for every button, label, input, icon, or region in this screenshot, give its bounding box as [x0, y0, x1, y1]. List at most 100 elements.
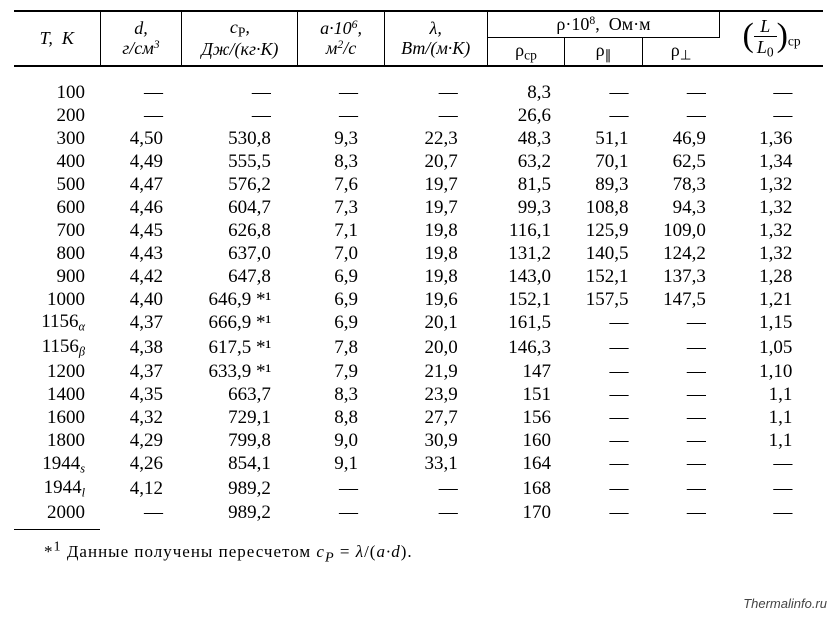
cell-L: —: [720, 501, 823, 524]
col-rho-par-header: ρ∥: [565, 37, 642, 65]
cell-d: 4,12: [100, 477, 182, 502]
cell-r2: 89,3: [565, 173, 642, 196]
cell-L: 1,1: [720, 406, 823, 429]
cell-d: 4,29: [100, 429, 182, 452]
cell-cp: —: [182, 82, 298, 105]
cell-r3: —: [642, 336, 719, 361]
cell-L: —: [720, 477, 823, 502]
cell-T: 400: [14, 150, 100, 173]
cell-r1: 8,3: [487, 82, 564, 105]
cell-T: 700: [14, 219, 100, 242]
cell-a: 7,8: [298, 336, 384, 361]
table-row: 7004,45626,87,119,8116,1125,9109,01,32: [14, 219, 823, 242]
cell-r1: 151: [487, 383, 564, 406]
cell-cp: 555,5: [182, 150, 298, 173]
cell-d: 4,26: [100, 452, 182, 477]
cell-cp: 530,8: [182, 127, 298, 150]
cell-r1: 152,1: [487, 288, 564, 311]
cell-cp: 604,7: [182, 196, 298, 219]
cell-a: 7,9: [298, 360, 384, 383]
cell-r3: —: [642, 406, 719, 429]
cell-L: 1,1: [720, 429, 823, 452]
cell-r1: 26,6: [487, 105, 564, 128]
cell-a: 6,9: [298, 311, 384, 336]
cell-L: —: [720, 105, 823, 128]
cell-a: 8,3: [298, 383, 384, 406]
cell-l: 33,1: [384, 452, 487, 477]
table-row: 1944s4,26854,19,133,1164———: [14, 452, 823, 477]
cell-r1: 63,2: [487, 150, 564, 173]
table-row: 5004,47576,27,619,781,589,378,31,32: [14, 173, 823, 196]
cell-a: 7,1: [298, 219, 384, 242]
cell-l: —: [384, 82, 487, 105]
cell-r2: 108,8: [565, 196, 642, 219]
table-row: 1944l4,12989,2——168———: [14, 477, 823, 502]
cell-T: 1600: [14, 406, 100, 429]
cell-L: 1,21: [720, 288, 823, 311]
cell-T: 1944s: [14, 452, 100, 477]
cell-cp: 799,8: [182, 429, 298, 452]
cell-r3: —: [642, 383, 719, 406]
cell-r2: —: [565, 336, 642, 361]
cell-L: 1,34: [720, 150, 823, 173]
cell-l: 22,3: [384, 127, 487, 150]
cell-T: 500: [14, 173, 100, 196]
cell-d: 4,46: [100, 196, 182, 219]
col-lambda-header: λ,Вт/(м·К): [384, 11, 487, 66]
col-a-header: a·106,м2/с: [298, 11, 384, 66]
cell-d: 4,38: [100, 336, 182, 361]
cell-d: 4,37: [100, 360, 182, 383]
cell-r1: 146,3: [487, 336, 564, 361]
cell-d: 4,32: [100, 406, 182, 429]
cell-L: 1,32: [720, 242, 823, 265]
cell-d: 4,47: [100, 173, 182, 196]
page: T, K d,г/см3 cP,Дж/(кг·К) a·106,м2/с λ,В…: [0, 0, 837, 617]
cell-r3: 147,5: [642, 288, 719, 311]
cell-cp: 646,9 *¹: [182, 288, 298, 311]
table-body: 100————8,3———200————26,6———3004,50530,89…: [14, 66, 823, 530]
cell-cp: 617,5 *¹: [182, 336, 298, 361]
cell-cp: 633,9 *¹: [182, 360, 298, 383]
col-T-header: T, K: [14, 11, 100, 66]
table-row: 3004,50530,89,322,348,351,146,91,36: [14, 127, 823, 150]
cell-d: —: [100, 82, 182, 105]
cell-r2: —: [565, 383, 642, 406]
cell-r1: 99,3: [487, 196, 564, 219]
cell-a: 6,9: [298, 265, 384, 288]
cell-r3: —: [642, 452, 719, 477]
cell-cp: 626,8: [182, 219, 298, 242]
table-row: 4004,49555,58,320,763,270,162,51,34: [14, 150, 823, 173]
cell-r3: —: [642, 429, 719, 452]
cell-r1: 156: [487, 406, 564, 429]
cell-r2: 157,5: [565, 288, 642, 311]
cell-l: 19,8: [384, 219, 487, 242]
cell-L: 1,15: [720, 311, 823, 336]
table-row: 100————8,3———: [14, 82, 823, 105]
cell-d: 4,49: [100, 150, 182, 173]
cell-r2: —: [565, 311, 642, 336]
cell-a: 9,3: [298, 127, 384, 150]
cell-r1: 143,0: [487, 265, 564, 288]
cell-a: —: [298, 477, 384, 502]
table-end-rule: [14, 524, 823, 530]
footnote-text: *1 Данные получены пересчетом cP = λ/(a·…: [44, 542, 413, 561]
cell-T: 1156α: [14, 311, 100, 336]
cell-l: 27,7: [384, 406, 487, 429]
cell-r2: 140,5: [565, 242, 642, 265]
cell-cp: 666,9 *¹: [182, 311, 298, 336]
cell-T: 600: [14, 196, 100, 219]
cell-d: 4,50: [100, 127, 182, 150]
cell-r1: 161,5: [487, 311, 564, 336]
cell-a: 8,8: [298, 406, 384, 429]
cell-T: 1000: [14, 288, 100, 311]
cell-a: —: [298, 82, 384, 105]
col-rho-group-header: ρ·108, Ом·м: [487, 11, 719, 37]
cell-T: 2000: [14, 501, 100, 524]
cell-l: 19,8: [384, 242, 487, 265]
cell-L: 1,28: [720, 265, 823, 288]
cell-cp: 637,0: [182, 242, 298, 265]
cell-a: 9,1: [298, 452, 384, 477]
cell-T: 800: [14, 242, 100, 265]
cell-cp: —: [182, 105, 298, 128]
table-row: 2000—989,2——170———: [14, 501, 823, 524]
